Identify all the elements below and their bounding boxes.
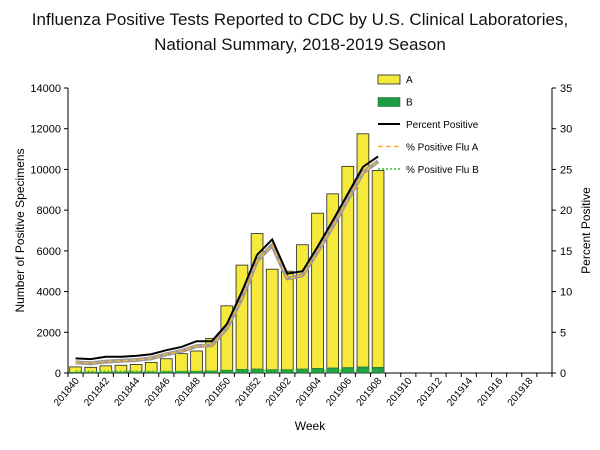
y2-tick-label: 30 <box>560 124 572 136</box>
bar-flu-a <box>99 365 113 374</box>
bar-flu-b <box>99 372 112 374</box>
x-tick-label: 201906 <box>324 376 354 409</box>
x-tick-label: 201908 <box>354 376 384 409</box>
y-tick-label: 14000 <box>30 83 61 95</box>
bar-flu-b <box>84 372 97 374</box>
legend-label-flu-b-pct: % Positive Flu B <box>406 165 479 176</box>
y2-tick-label: 0 <box>560 368 566 380</box>
y2-tick-label: 10 <box>560 287 572 299</box>
legend-label-flu-a-pct: % Positive Flu A <box>406 143 479 154</box>
x-tick-label: 201848 <box>173 376 203 409</box>
x-tick-label: 201840 <box>52 376 82 409</box>
legend-label-percent-positive: Percent Positive <box>406 120 479 131</box>
bar-flu-b <box>235 369 249 374</box>
x-tick-label: 201844 <box>112 376 142 409</box>
x-tick-label: 201914 <box>445 376 475 409</box>
legend-swatch-b <box>377 97 401 107</box>
bar-flu-b <box>281 369 294 374</box>
x-tick-label: 201910 <box>385 376 415 409</box>
y-tick-label: 2000 <box>37 327 61 339</box>
bar-flu-a <box>190 350 203 374</box>
bar-flu-b <box>296 368 309 374</box>
line-percent-flu-a <box>75 160 379 365</box>
y2-tick-label: 25 <box>560 164 572 176</box>
bar-flu-b <box>145 371 158 374</box>
y2-tick-label: 15 <box>560 246 572 258</box>
x-axis-title: Week <box>295 419 326 433</box>
x-tick-label: 201916 <box>475 376 505 409</box>
y-tick-label: 4000 <box>37 287 61 299</box>
x-tick-label: 201918 <box>506 376 536 409</box>
legend-swatch-a <box>377 74 401 85</box>
y2-axis-title: Percent Positive <box>579 187 593 274</box>
line-percent-flu-b <box>75 369 379 373</box>
y-tick-label: 6000 <box>37 246 61 258</box>
bar-flu-b <box>356 366 370 374</box>
legend-label-a: A <box>406 75 413 86</box>
bar-flu-b <box>160 371 173 374</box>
y2-tick-label: 35 <box>560 83 572 95</box>
y2-tick-label: 5 <box>560 327 566 339</box>
bar-flu-a <box>281 270 294 374</box>
bar-flu-b <box>371 367 385 374</box>
bar-flu-a <box>311 212 324 374</box>
x-tick-label: 201850 <box>203 376 233 409</box>
x-tick-label: 201842 <box>82 376 112 409</box>
bar-flu-a <box>175 353 188 374</box>
x-tick-label: 201852 <box>233 376 263 409</box>
bar-flu-b <box>129 371 143 374</box>
y-tick-label: 8000 <box>37 205 61 217</box>
x-tick-label: 201902 <box>264 376 294 409</box>
bar-flu-b <box>114 371 128 374</box>
chart-title: Influenza Positive Tests Reported to CDC… <box>31 10 569 29</box>
legend-label-b: B <box>406 98 413 109</box>
x-tick-label: 201846 <box>143 376 173 409</box>
bar-flu-a <box>144 362 158 374</box>
bar-flu-a <box>265 268 279 374</box>
line-percent-positive <box>75 155 379 361</box>
chart-subtitle: National Summary, 2018-2019 Season <box>154 35 446 54</box>
y-tick-label: 12000 <box>30 124 61 136</box>
bar-flu-b <box>220 369 233 374</box>
bar-flu-b <box>69 372 82 374</box>
y-tick-label: 0 <box>55 368 61 380</box>
y-tick-label: 10000 <box>30 164 61 176</box>
x-tick-label: 201912 <box>415 376 445 409</box>
y2-tick-label: 20 <box>560 205 572 217</box>
x-tick-label: 201904 <box>294 376 324 409</box>
bar-flu-a <box>160 358 173 374</box>
y-axis-title: Number of Positive Specimens <box>13 148 27 312</box>
bar-flu-a <box>371 170 385 374</box>
